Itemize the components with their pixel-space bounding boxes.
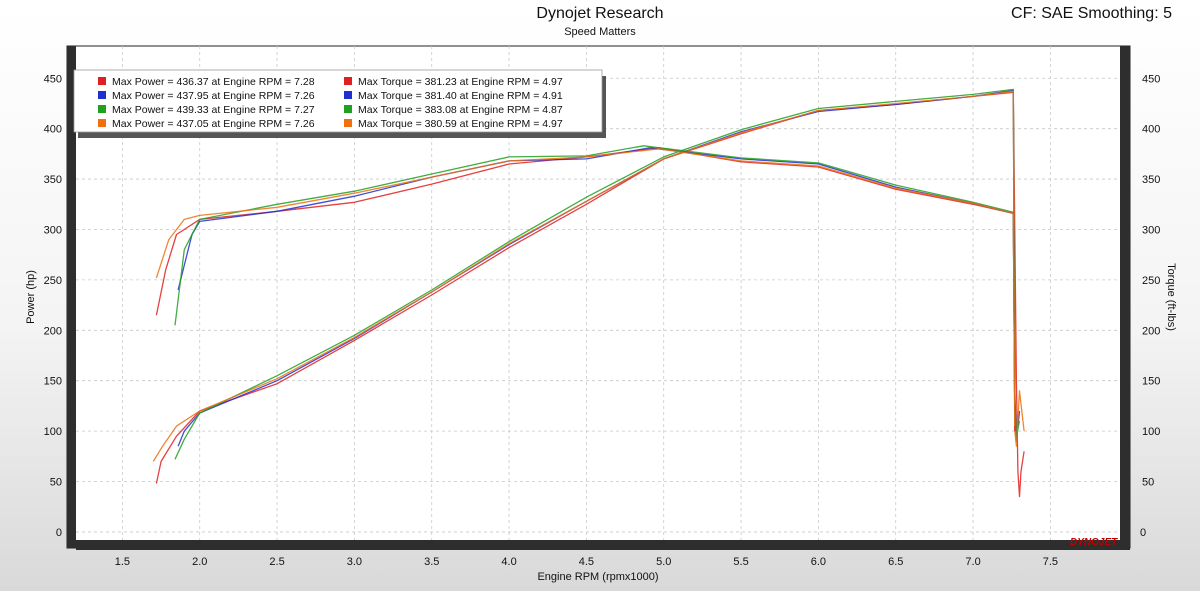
y-tick-labels-right: 0 50 100 150 200 250 300 350 400 450 [1140, 73, 1160, 539]
y-axis-strip-left [67, 46, 76, 548]
chart-subtitle: Speed Matters [564, 26, 636, 38]
legend-torque-text: Max Torque = 381.40 at Engine RPM = 4.91 [358, 90, 563, 102]
y-tick-label-left: 450 [44, 73, 62, 85]
x-axis-strip [76, 540, 1130, 550]
legend-swatch-power [98, 119, 106, 127]
y-tick-label-right: 100 [1142, 426, 1160, 438]
dynojet-logo: DYNOJET [1070, 537, 1118, 548]
x-tick-label: 4.0 [501, 556, 516, 568]
grid-lines [76, 46, 1120, 540]
correction-factor-label: CF: SAE Smoothing: 5 [1011, 5, 1172, 22]
legend-power-text: Max Power = 436.37 at Engine RPM = 7.28 [112, 76, 315, 88]
y-axis-label-right: Torque (ft-lbs) [1165, 263, 1177, 331]
y-tick-label-right: 450 [1142, 73, 1160, 85]
y-tick-label-left: 250 [44, 275, 62, 287]
legend-swatch-power [98, 105, 106, 113]
y-tick-label-left: 0 [56, 527, 62, 539]
y-tick-label-right: 250 [1142, 275, 1160, 287]
y-tick-label-right: 300 [1142, 224, 1160, 236]
x-tick-label: 2.0 [192, 556, 207, 568]
legend: Max Power = 436.37 at Engine RPM = 7.28 M… [73, 69, 606, 138]
x-tick-label: 7.0 [965, 556, 980, 568]
x-tick-label: 4.5 [579, 556, 594, 568]
y-tick-label-right: 200 [1142, 325, 1160, 337]
y-tick-label-left: 350 [44, 174, 62, 186]
x-tick-labels: 1.5 2.0 2.5 3.0 3.5 4.0 4.5 5.0 5.5 6.0 6.5 7.0 7.5 [115, 556, 1058, 568]
x-axis-label: Engine RPM (rpmx1000) [537, 571, 658, 583]
series-line-torque-7 [155, 148, 1016, 427]
legend-swatch-torque [344, 105, 352, 113]
legend-power-text: Max Power = 437.95 at Engine RPM = 7.26 [112, 90, 315, 102]
x-tick-label: 6.0 [811, 556, 826, 568]
x-tick-label: 5.0 [656, 556, 671, 568]
y-tick-label-right: 400 [1142, 124, 1160, 136]
y-tick-label-left: 400 [44, 124, 62, 136]
legend-swatch-power [98, 91, 106, 99]
x-tick-label: 3.5 [424, 556, 439, 568]
series-lines [152, 88, 1025, 498]
legend-box [73, 69, 603, 133]
y-axis-strip-right [1120, 46, 1130, 548]
y-tick-label-left: 50 [50, 477, 62, 489]
x-tick-label: 3.0 [347, 556, 362, 568]
legend-power-text: Max Power = 439.33 at Engine RPM = 7.27 [112, 104, 315, 116]
legend-torque-text: Max Torque = 381.23 at Engine RPM = 4.97 [358, 76, 563, 88]
legend-torque-text: Max Torque = 380.59 at Engine RPM = 4.97 [358, 118, 563, 130]
x-tick-label: 2.5 [269, 556, 284, 568]
legend-swatch-torque [344, 77, 352, 85]
y-tick-label-right: 150 [1142, 376, 1160, 388]
y-tick-label-left: 300 [44, 224, 62, 236]
legend-swatch-torque [344, 119, 352, 127]
chart-title: Dynojet Research [536, 5, 664, 22]
y-tick-label-left: 150 [44, 376, 62, 388]
y-tick-label-right: 350 [1142, 174, 1160, 186]
legend-items: Max Power = 436.37 at Engine RPM = 7.28 M… [98, 76, 563, 130]
x-tick-label: 7.5 [1043, 556, 1058, 568]
x-tick-label: 1.5 [115, 556, 130, 568]
y-tick-label-left: 200 [44, 325, 62, 337]
legend-power-text: Max Power = 437.05 at Engine RPM = 7.26 [112, 118, 315, 130]
legend-swatch-torque [344, 91, 352, 99]
y-tick-label-right: 50 [1142, 477, 1154, 489]
y-tick-label-right: 0 [1140, 527, 1146, 539]
x-tick-label: 5.5 [733, 556, 748, 568]
x-tick-label: 6.5 [888, 556, 903, 568]
y-tick-labels-left: 0 50 100 150 200 250 300 350 400 450 [44, 73, 62, 539]
series-line-torque-6 [174, 145, 1016, 422]
y-tick-label-left: 100 [44, 426, 62, 438]
legend-swatch-power [98, 77, 106, 85]
legend-torque-text: Max Torque = 383.08 at Engine RPM = 4.87 [358, 104, 563, 116]
y-axis-label-left: Power (hp) [25, 270, 37, 324]
